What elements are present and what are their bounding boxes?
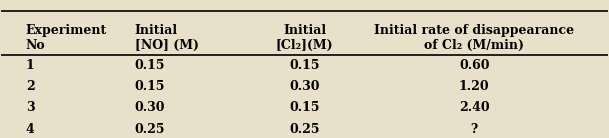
Text: 2: 2 bbox=[26, 80, 34, 93]
Text: 0.60: 0.60 bbox=[459, 59, 490, 72]
Text: Initial
[NO] (M): Initial [NO] (M) bbox=[135, 24, 199, 52]
Text: Initial
[Cl₂](M): Initial [Cl₂](M) bbox=[276, 24, 333, 52]
Text: 0.30: 0.30 bbox=[135, 101, 165, 114]
Text: 0.15: 0.15 bbox=[135, 59, 165, 72]
Text: 0.25: 0.25 bbox=[135, 123, 165, 136]
Text: Initial rate of disappearance
of Cl₂ (M/min): Initial rate of disappearance of Cl₂ (M/… bbox=[374, 24, 574, 52]
Text: 0.15: 0.15 bbox=[289, 101, 320, 114]
Text: 3: 3 bbox=[26, 101, 34, 114]
Text: ?: ? bbox=[471, 123, 478, 136]
Text: 0.30: 0.30 bbox=[289, 80, 320, 93]
Text: 0.15: 0.15 bbox=[135, 80, 165, 93]
Text: 4: 4 bbox=[26, 123, 34, 136]
Text: 1.20: 1.20 bbox=[459, 80, 490, 93]
Text: 0.15: 0.15 bbox=[289, 59, 320, 72]
Text: 0.25: 0.25 bbox=[289, 123, 320, 136]
Text: 2.40: 2.40 bbox=[459, 101, 490, 114]
Text: 1: 1 bbox=[26, 59, 34, 72]
Text: Experiment
No: Experiment No bbox=[26, 24, 107, 52]
